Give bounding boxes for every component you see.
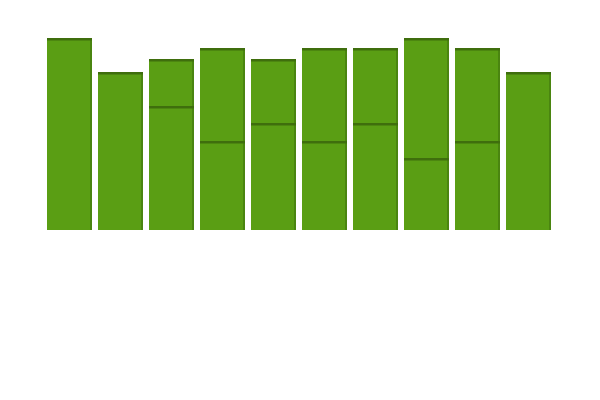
bar-fill	[200, 48, 245, 141]
bar-shade	[447, 38, 449, 158]
bar-segment	[353, 123, 398, 230]
bar-top-edge	[404, 38, 449, 41]
bar-shade	[192, 59, 194, 106]
bar-shade	[498, 141, 500, 230]
bar-top-edge	[251, 123, 296, 126]
bar-segment	[98, 72, 143, 230]
bar-segment	[47, 38, 92, 230]
bar-fill	[404, 38, 449, 158]
bar-shade	[345, 141, 347, 230]
bar-shade	[549, 72, 551, 230]
bar-segment	[455, 141, 500, 230]
bar-top-edge	[506, 72, 551, 75]
bar-shade	[243, 48, 245, 141]
bar-fill	[353, 123, 398, 230]
bar-segment	[251, 59, 296, 123]
bar-fill	[251, 59, 296, 123]
bar-fill	[149, 106, 194, 230]
bar-top-edge	[302, 141, 347, 144]
bar-shade	[243, 141, 245, 230]
bar-fill	[404, 158, 449, 230]
bar-fill	[302, 141, 347, 230]
bar-fill	[200, 141, 245, 230]
bar-fill	[98, 72, 143, 230]
bar-shade	[294, 59, 296, 123]
bar-fill	[353, 48, 398, 123]
bar-top-edge	[251, 59, 296, 62]
bar-segment	[455, 48, 500, 141]
bar-top-edge	[404, 158, 449, 161]
bar-top-edge	[200, 48, 245, 51]
bar-shade	[294, 123, 296, 230]
bar-fill	[455, 48, 500, 141]
bar-shade	[447, 158, 449, 230]
bar-segment	[353, 48, 398, 123]
bar-top-edge	[302, 48, 347, 51]
bar-fill	[302, 48, 347, 141]
bar-top-edge	[149, 59, 194, 62]
bar-segment	[251, 123, 296, 230]
bar-top-edge	[455, 141, 500, 144]
bar-shade	[396, 48, 398, 123]
bar-top-edge	[149, 106, 194, 109]
bar-shade	[141, 72, 143, 230]
bar-segment	[404, 158, 449, 230]
bar-top-edge	[47, 38, 92, 41]
bar-fill	[506, 72, 551, 230]
bar-shade	[345, 48, 347, 141]
bar-fill	[47, 38, 92, 230]
bar-segment	[149, 59, 194, 106]
bar-segment	[302, 48, 347, 141]
bar-segment	[404, 38, 449, 158]
bar-top-edge	[455, 48, 500, 51]
bar-fill	[149, 59, 194, 106]
bar-segment	[200, 141, 245, 230]
bar-segment	[506, 72, 551, 230]
bar-segment	[149, 106, 194, 230]
bar-top-edge	[98, 72, 143, 75]
bar-fill	[455, 141, 500, 230]
bar-segment	[302, 141, 347, 230]
bar-top-edge	[200, 141, 245, 144]
bar-shade	[192, 106, 194, 230]
bar-top-edge	[353, 123, 398, 126]
bar-shade	[396, 123, 398, 230]
bar-segment	[200, 48, 245, 141]
bar-shade	[498, 48, 500, 141]
bar-fill	[251, 123, 296, 230]
bar-top-edge	[353, 48, 398, 51]
bar-shade	[90, 38, 92, 230]
